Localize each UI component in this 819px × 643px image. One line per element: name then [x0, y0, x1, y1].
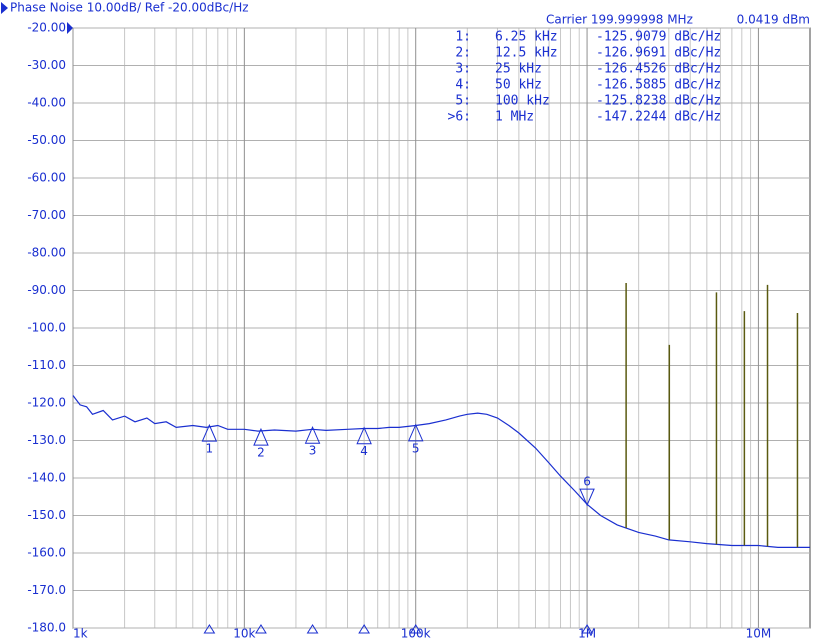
marker: [304, 425, 321, 444]
marker-value: -125.9079 dBc/Hz: [596, 30, 721, 45]
marker: [579, 488, 595, 507]
y-tick-label: -70.00: [27, 208, 66, 222]
marker-frequency: 6.25 kHz: [495, 30, 558, 45]
marker-value: -147.2244 dBc/Hz: [596, 110, 721, 125]
y-tick-label: -130.0: [27, 433, 66, 447]
marker-number: 2: [257, 446, 265, 460]
marker: [201, 423, 218, 442]
y-tick-label: -60.00: [27, 171, 66, 185]
y-tick-label: -120.0: [27, 396, 66, 410]
marker-label: 3:: [455, 62, 471, 77]
marker-label: >6:: [448, 110, 471, 125]
marker-frequency: 25 kHz: [495, 62, 542, 77]
y-tick-label: -140.0: [27, 471, 66, 485]
y-tick-label: -40.00: [27, 96, 66, 110]
marker: [253, 427, 269, 446]
marker-frequency: 100 kHz: [495, 94, 550, 109]
trace-indicator: [1, 2, 8, 14]
marker: [356, 426, 372, 445]
marker-frequency: 1 MHz: [495, 110, 534, 125]
marker-number: 3: [309, 444, 317, 458]
marker-value: -126.4526 dBc/Hz: [596, 62, 721, 77]
marker-number: 1: [206, 442, 214, 456]
y-tick-label: -20.00: [27, 21, 66, 35]
marker-edge-indicator: [255, 624, 267, 634]
chart-title: Phase Noise 10.00dB/ Ref -20.00dBc/Hz: [10, 1, 249, 15]
x-tick-label: 10M: [746, 627, 772, 641]
marker-frequency: 50 kHz: [495, 78, 542, 93]
marker-number: 6: [583, 475, 591, 489]
ref-indicator: [67, 22, 73, 34]
y-tick-label: -80.00: [27, 246, 66, 260]
marker-label: 2:: [455, 46, 471, 61]
marker-edge-indicator: [358, 624, 371, 634]
y-tick-label: -150.0: [27, 508, 66, 522]
marker-label: 5:: [455, 94, 471, 109]
x-tick-label: 1k: [73, 627, 88, 641]
marker-value: -126.9691 dBc/Hz: [596, 46, 721, 61]
y-tick-label: -110.0: [27, 358, 66, 372]
marker-frequency: 12.5 kHz: [495, 46, 558, 61]
marker-number: 5: [412, 441, 420, 455]
marker-edge-indicator: [581, 624, 593, 634]
y-tick-label: -30.00: [27, 58, 66, 72]
x-tick-label: 10k: [233, 627, 255, 641]
marker-label: 1:: [455, 30, 471, 45]
power: 0.0419 dBm: [737, 13, 810, 27]
marker-number: 4: [360, 444, 368, 458]
marker-label: 4:: [455, 78, 471, 93]
carrier: Carrier 199.999998 MHz: [546, 13, 693, 27]
marker-value: -126.5885 dBc/Hz: [596, 78, 721, 93]
marker-edge-indicator: [306, 624, 319, 634]
trace: [72, 395, 810, 548]
marker-value: -125.8238 dBc/Hz: [596, 94, 721, 109]
y-tick-label: -160.0: [27, 546, 66, 560]
y-tick-label: -50.00: [27, 133, 66, 147]
marker-edge-indicator: [203, 624, 216, 634]
marker-edge-indicator: [409, 624, 422, 634]
y-tick-label: -180.0: [27, 621, 66, 635]
marker: [407, 423, 424, 442]
y-tick-label: -90.00: [27, 283, 66, 297]
y-tick-label: -170.0: [27, 583, 66, 597]
y-tick-label: -100.0: [27, 321, 66, 335]
